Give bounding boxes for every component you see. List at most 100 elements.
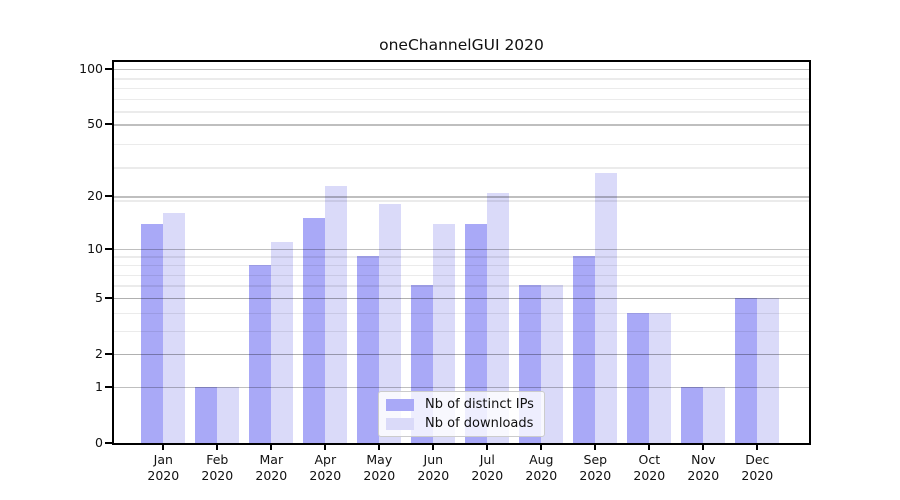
y-axis-tick-label: 1: [95, 378, 103, 394]
x-axis-tick-label: May 2020: [352, 452, 406, 483]
year-label: 2020: [417, 467, 450, 483]
bar-distinct-ips-feb: [195, 386, 218, 443]
month-label: Dec: [745, 452, 770, 467]
major-gridline: [114, 353, 809, 356]
bar-downloads-nov: [703, 386, 726, 443]
bar-downloads-jan: [163, 213, 186, 443]
bar-downloads-sep: [595, 173, 618, 443]
bar-downloads-mar: [271, 241, 294, 443]
month-label: Sep: [583, 452, 608, 467]
year-label: 2020: [633, 467, 666, 483]
month-label: Feb: [206, 452, 229, 467]
bar-downloads-may: [379, 204, 402, 443]
x-axis-tick: [594, 445, 597, 450]
legend-swatch-downloads: [386, 417, 414, 430]
y-axis-tick: [105, 68, 112, 71]
minor-gridline: [114, 330, 809, 332]
month-label: May: [366, 452, 393, 467]
y-axis-tick-label: 20: [87, 188, 103, 204]
month-label: Oct: [638, 452, 661, 467]
x-axis-tick-label: Sep 2020: [568, 452, 622, 483]
major-gridline: [114, 124, 809, 126]
bar-distinct-ips-apr: [303, 218, 326, 443]
bar-distinct-ips-jan: [141, 223, 164, 443]
minor-gridline: [114, 274, 809, 276]
legend-swatch-distinct-ips: [386, 398, 414, 411]
legend-item-distinct-ips: Nb of distinct IPs: [386, 397, 544, 413]
minor-gridline: [114, 256, 809, 258]
year-label: 2020: [363, 467, 396, 483]
major-gridline: [114, 297, 809, 300]
x-axis-tick: [324, 445, 327, 450]
y-axis-tick-label: 5: [95, 289, 103, 305]
month-label: Jul: [479, 452, 495, 467]
x-axis-tick: [540, 445, 543, 450]
year-label: 2020: [687, 467, 720, 483]
year-label: 2020: [201, 467, 234, 483]
bar-distinct-ips-nov: [681, 386, 704, 443]
year-label: 2020: [147, 467, 180, 483]
minor-gridline: [114, 264, 809, 267]
chart-title: oneChannelGUI 2020: [379, 36, 544, 54]
major-gridline: [114, 248, 809, 251]
bar-downloads-oct: [649, 312, 672, 443]
y-axis-tick-label: 50: [87, 116, 103, 132]
bar-downloads-jul: [487, 192, 510, 443]
year-label: 2020: [579, 467, 612, 483]
bar-distinct-ips-mar: [249, 264, 272, 443]
bar-distinct-ips-sep: [573, 256, 596, 443]
year-label: 2020: [525, 467, 558, 483]
minor-gridline: [114, 167, 809, 169]
year-label: 2020: [309, 467, 342, 483]
x-axis-tick: [270, 445, 273, 450]
y-axis-tick: [105, 123, 112, 126]
minor-gridline: [114, 98, 809, 101]
x-axis-tick-label: Dec 2020: [730, 452, 784, 483]
month-label: Nov: [691, 452, 716, 467]
major-gridline: [114, 196, 809, 198]
bar-downloads-dec: [757, 297, 780, 443]
year-label: 2020: [471, 467, 504, 483]
y-axis-tick: [105, 195, 112, 198]
x-axis-tick-label: Mar 2020: [244, 452, 298, 483]
bar-downloads-jun: [433, 223, 456, 443]
x-axis-tick: [702, 445, 705, 450]
bar-distinct-ips-jul: [465, 223, 488, 443]
bar-distinct-ips-dec: [735, 297, 758, 443]
minor-gridline: [114, 312, 809, 314]
y-axis-tick: [105, 247, 112, 250]
year-label: 2020: [741, 467, 774, 483]
legend: Nb of distinct IPs Nb of downloads: [378, 391, 545, 437]
bar-downloads-aug: [541, 285, 564, 443]
minor-gridline: [114, 353, 809, 356]
bar-distinct-ips-may: [357, 256, 380, 443]
legend-item-downloads: Nb of downloads: [386, 416, 544, 432]
x-axis-tick-label: Feb 2020: [190, 452, 244, 483]
x-axis-tick: [432, 445, 435, 450]
x-axis-tick-label: Jul 2020: [460, 452, 514, 483]
x-axis-tick-label: Jun 2020: [406, 452, 460, 483]
x-axis-tick: [216, 445, 219, 450]
month-label: Jan: [153, 452, 173, 467]
y-axis-tick: [105, 385, 112, 388]
x-axis-tick-label: Apr 2020: [298, 452, 352, 483]
legend-label-distinct-ips: Nb of distinct IPs: [425, 397, 534, 412]
y-axis-tick-label: 0: [95, 435, 103, 450]
minor-gridline: [114, 285, 809, 287]
y-axis-tick-label: 2: [95, 345, 103, 361]
y-axis-tick: [105, 352, 112, 355]
y-axis-tick-label: 10: [87, 240, 103, 256]
minor-gridline: [114, 78, 809, 80]
bar-downloads-apr: [325, 185, 348, 443]
x-axis-tick-label: Nov 2020: [676, 452, 730, 483]
x-axis-tick-label: Aug 2020: [514, 452, 568, 483]
minor-gridline: [114, 200, 809, 202]
legend-label-downloads: Nb of downloads: [425, 416, 534, 431]
month-label: Mar: [259, 452, 284, 467]
minor-gridline: [114, 111, 809, 113]
x-axis-tick-label: Jan 2020: [136, 452, 190, 483]
month-label: Apr: [314, 452, 337, 467]
y-axis-tick: [105, 442, 112, 444]
month-label: Jun: [423, 452, 444, 467]
